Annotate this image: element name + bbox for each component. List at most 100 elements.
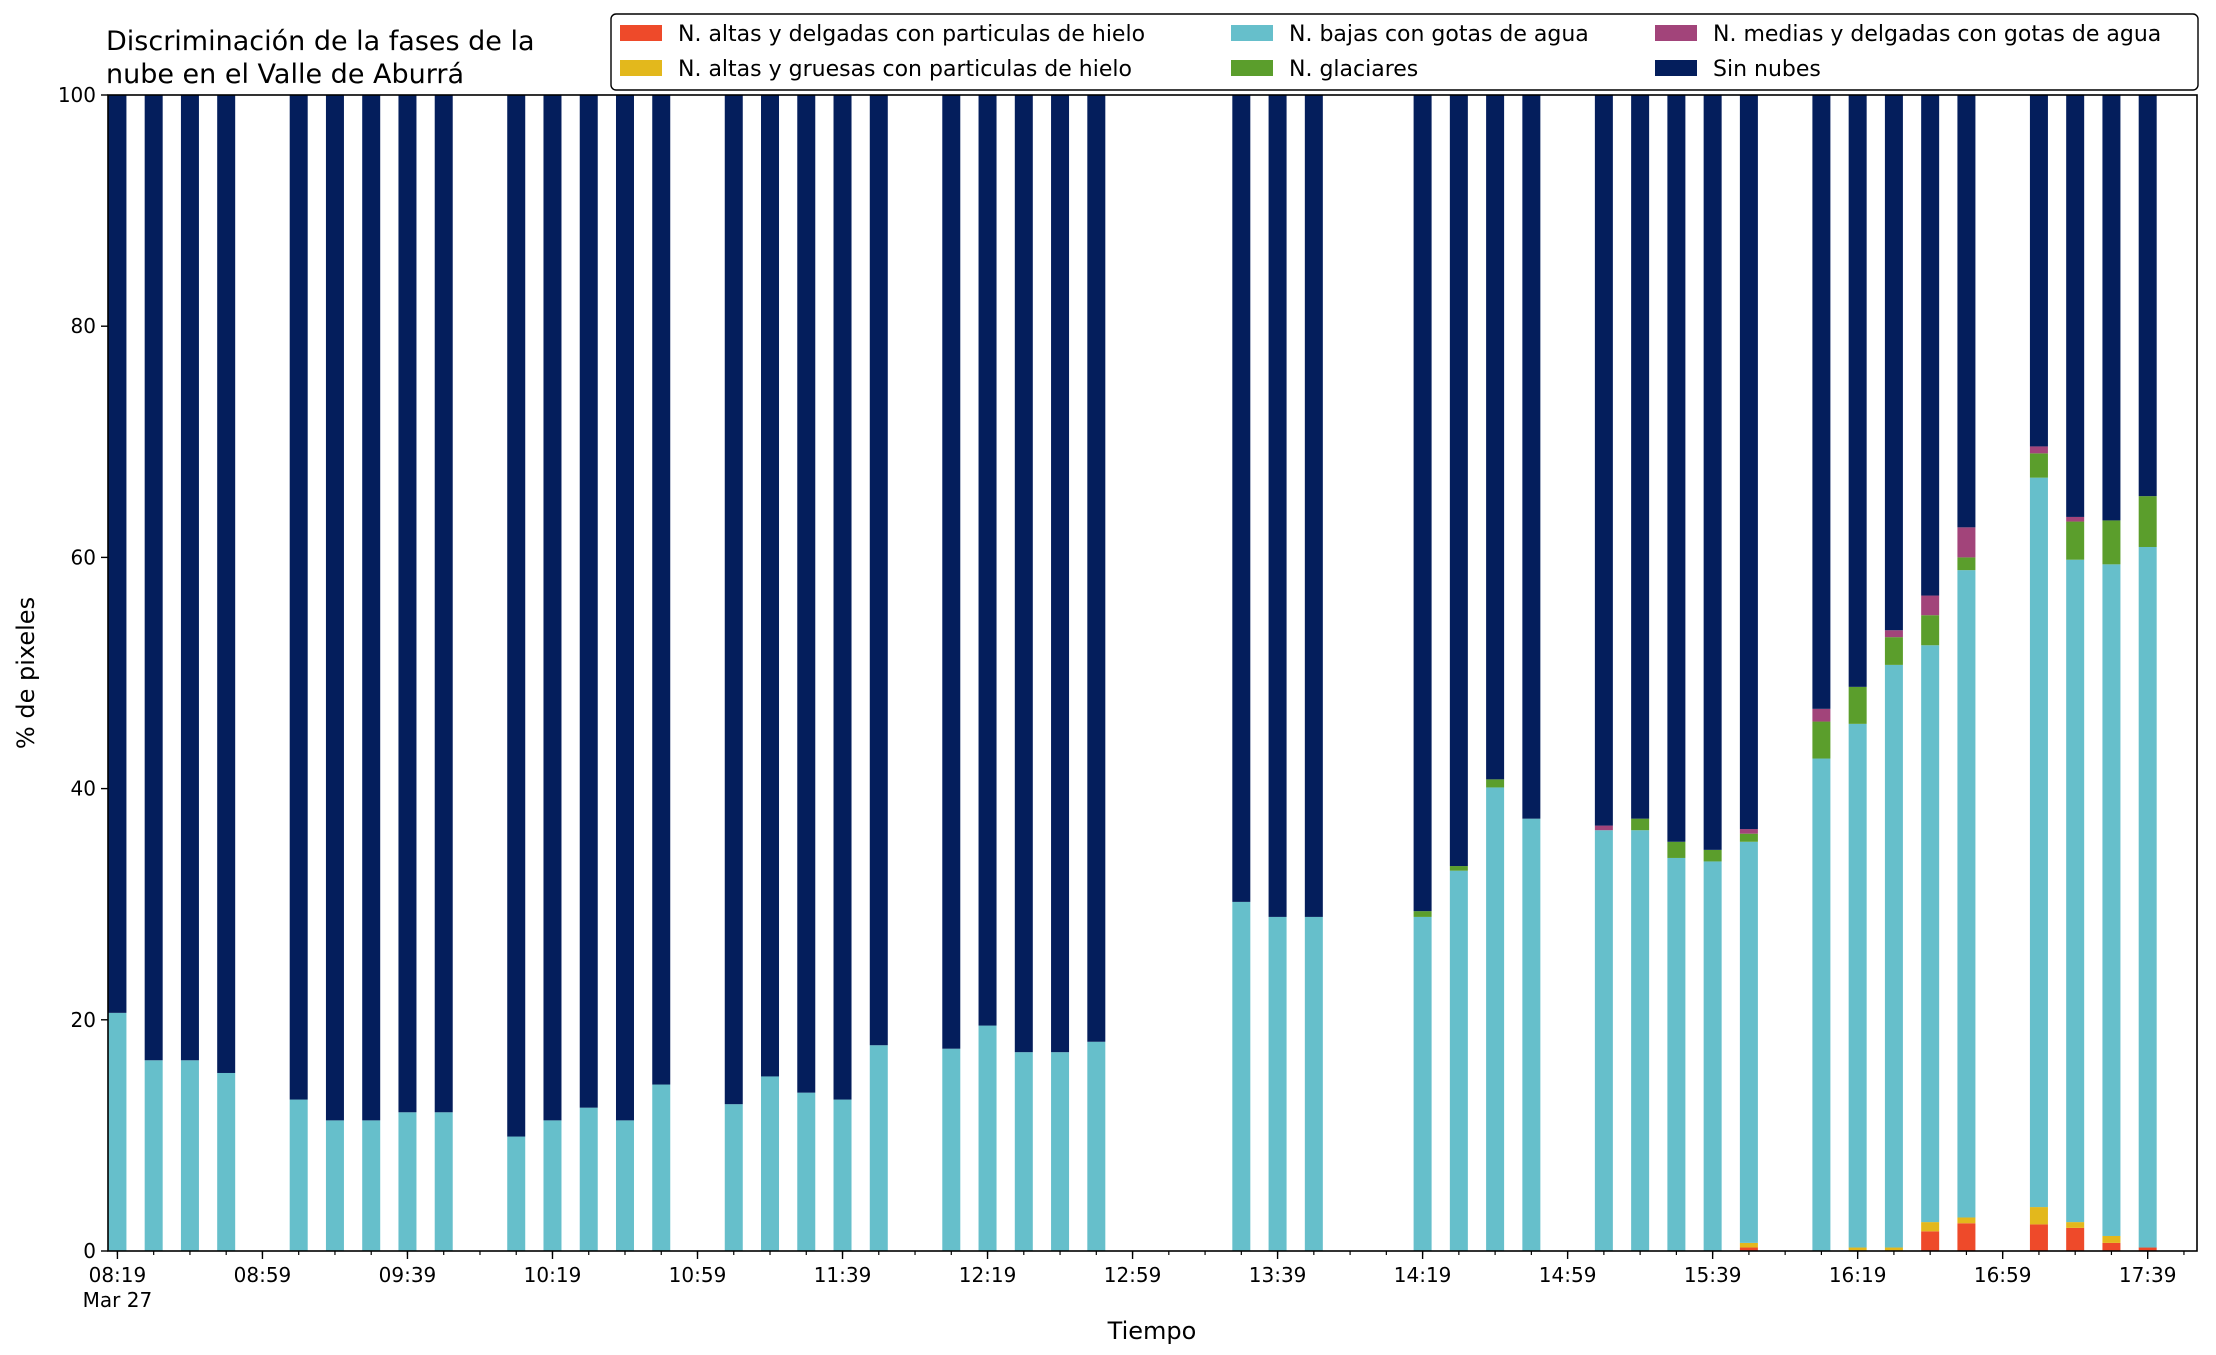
bar-segment-3 xyxy=(1921,645,1940,1223)
x-tick-label: 16:59 xyxy=(1974,1263,2032,1287)
x-tick-sublabel: Mar 27 xyxy=(83,1288,153,1312)
bar-segment-2 xyxy=(1921,1222,1940,1232)
bar-segment-4 xyxy=(2102,520,2121,565)
bar-segment-1 xyxy=(2138,1247,2157,1251)
bar-segment-5 xyxy=(1884,630,1903,638)
bar-segment-3 xyxy=(797,1092,816,1251)
bar-segment-6 xyxy=(1304,95,1323,917)
bar-segment-6 xyxy=(652,95,671,1085)
bar-segment-3 xyxy=(398,1112,417,1251)
bar-segment-3 xyxy=(2066,559,2085,1223)
legend-label: N. altas y gruesas con particulas de hie… xyxy=(678,57,1132,82)
y-axis: 0 20 40 60 80 100 xyxy=(58,83,108,1263)
bar-segment-6 xyxy=(1957,95,1976,528)
bar-segment-3 xyxy=(362,1120,381,1251)
legend-swatch xyxy=(620,60,662,76)
bar-segment-6 xyxy=(2066,95,2085,517)
bar-segment-6 xyxy=(724,95,743,1105)
bar-segment-6 xyxy=(833,95,852,1100)
bar-segment-3 xyxy=(2102,564,2121,1236)
bar-segment-4 xyxy=(1739,833,1758,842)
bar-segment-4 xyxy=(1413,911,1432,917)
bar-segment-1 xyxy=(1921,1231,1940,1251)
bar-segment-4 xyxy=(2066,521,2085,560)
bar-segment-6 xyxy=(289,95,308,1100)
bar-segment-3 xyxy=(724,1104,743,1251)
bar-segment-3 xyxy=(942,1048,961,1251)
bar-segment-3 xyxy=(1449,870,1468,1251)
bar-segment-2 xyxy=(2066,1222,2085,1228)
bar-segment-6 xyxy=(1739,95,1758,830)
bar-segment-1 xyxy=(1739,1247,1758,1251)
bar-segment-4 xyxy=(2029,453,2048,478)
bar-segment-6 xyxy=(579,95,598,1108)
bar-segment-4 xyxy=(1449,866,1468,871)
bar-segment-6 xyxy=(1051,95,1070,1053)
bar-segment-3 xyxy=(833,1099,852,1251)
y-axis-label: % de pixeles xyxy=(12,597,40,749)
bar-segment-3 xyxy=(325,1120,344,1251)
bar-segment-3 xyxy=(1486,787,1505,1251)
bar-segment-6 xyxy=(869,95,888,1046)
bar-segment-6 xyxy=(1268,95,1287,917)
legend: N. altas y delgadas con particulas de hi… xyxy=(610,13,2199,91)
bar-segment-3 xyxy=(1631,830,1650,1251)
bar-segment-3 xyxy=(978,1025,997,1251)
x-tick-label: 16:19 xyxy=(1829,1263,1887,1287)
bar-segment-3 xyxy=(1522,818,1541,1251)
bar-segment-4 xyxy=(1631,818,1650,831)
legend-label: N. glaciares xyxy=(1289,57,1418,82)
bar-segment-6 xyxy=(398,95,417,1113)
bar-segment-3 xyxy=(2138,547,2157,1248)
bar-segment-6 xyxy=(434,95,453,1113)
bar-segment-5 xyxy=(1594,825,1613,831)
bar-segment-3 xyxy=(1413,916,1432,1251)
x-tick-label: 17:39 xyxy=(2119,1263,2177,1287)
bar-segment-3 xyxy=(289,1099,308,1251)
x-tick-label: 14:19 xyxy=(1394,1263,1452,1287)
bar-segment-3 xyxy=(217,1072,236,1251)
x-tick-label: 12:59 xyxy=(1104,1263,1162,1287)
bar-segment-2 xyxy=(1739,1242,1758,1248)
bar-segment-1 xyxy=(2029,1224,2048,1251)
bar-segment-5 xyxy=(1739,829,1758,834)
bar-segment-3 xyxy=(652,1084,671,1251)
bar-segment-4 xyxy=(1957,557,1976,571)
bar-segment-3 xyxy=(761,1076,780,1251)
y-tick-label: 60 xyxy=(71,545,96,569)
bar-segment-6 xyxy=(543,95,562,1121)
bar-segment-3 xyxy=(579,1107,598,1251)
chart-title-line-1: Discriminación de la fases de la xyxy=(106,26,535,57)
x-tick-label: 09:39 xyxy=(379,1263,437,1287)
bar-segment-6 xyxy=(144,95,163,1061)
bar-segment-3 xyxy=(507,1136,526,1251)
bar-segment-6 xyxy=(1921,95,1940,596)
bar-segment-6 xyxy=(1812,95,1831,709)
bar-segment-5 xyxy=(2029,446,2048,454)
x-axis-label: Tiempo xyxy=(1107,1317,1197,1345)
x-tick-label: 12:19 xyxy=(959,1263,1017,1287)
bar-segment-6 xyxy=(325,95,344,1121)
bar-segment-6 xyxy=(1884,95,1903,631)
plot-frame xyxy=(107,94,2198,1252)
bar-segment-6 xyxy=(362,95,381,1121)
bar-segment-4 xyxy=(2138,496,2157,547)
legend-swatch xyxy=(1231,25,1273,41)
bar-segment-6 xyxy=(1522,95,1541,819)
bar-segment-5 xyxy=(1921,595,1940,616)
x-tick-label: 15:39 xyxy=(1684,1263,1742,1287)
bar-segment-1 xyxy=(2066,1227,2085,1251)
bar-segment-4 xyxy=(1848,686,1867,724)
legend-label: Sin nubes xyxy=(1713,57,1821,82)
bar-segment-3 xyxy=(180,1060,199,1251)
bar-segment-6 xyxy=(1449,95,1468,867)
bar-segment-3 xyxy=(1051,1052,1070,1251)
legend-label: N. medias y delgadas con gotas de agua xyxy=(1713,22,2161,47)
chart-title-line-2: nube en el Valle de Aburrá xyxy=(106,59,464,90)
bar-segment-4 xyxy=(1884,637,1903,665)
bar-segment-2 xyxy=(1848,1247,1867,1251)
bar-segment-6 xyxy=(1087,95,1106,1042)
bar-segment-6 xyxy=(1232,95,1251,902)
